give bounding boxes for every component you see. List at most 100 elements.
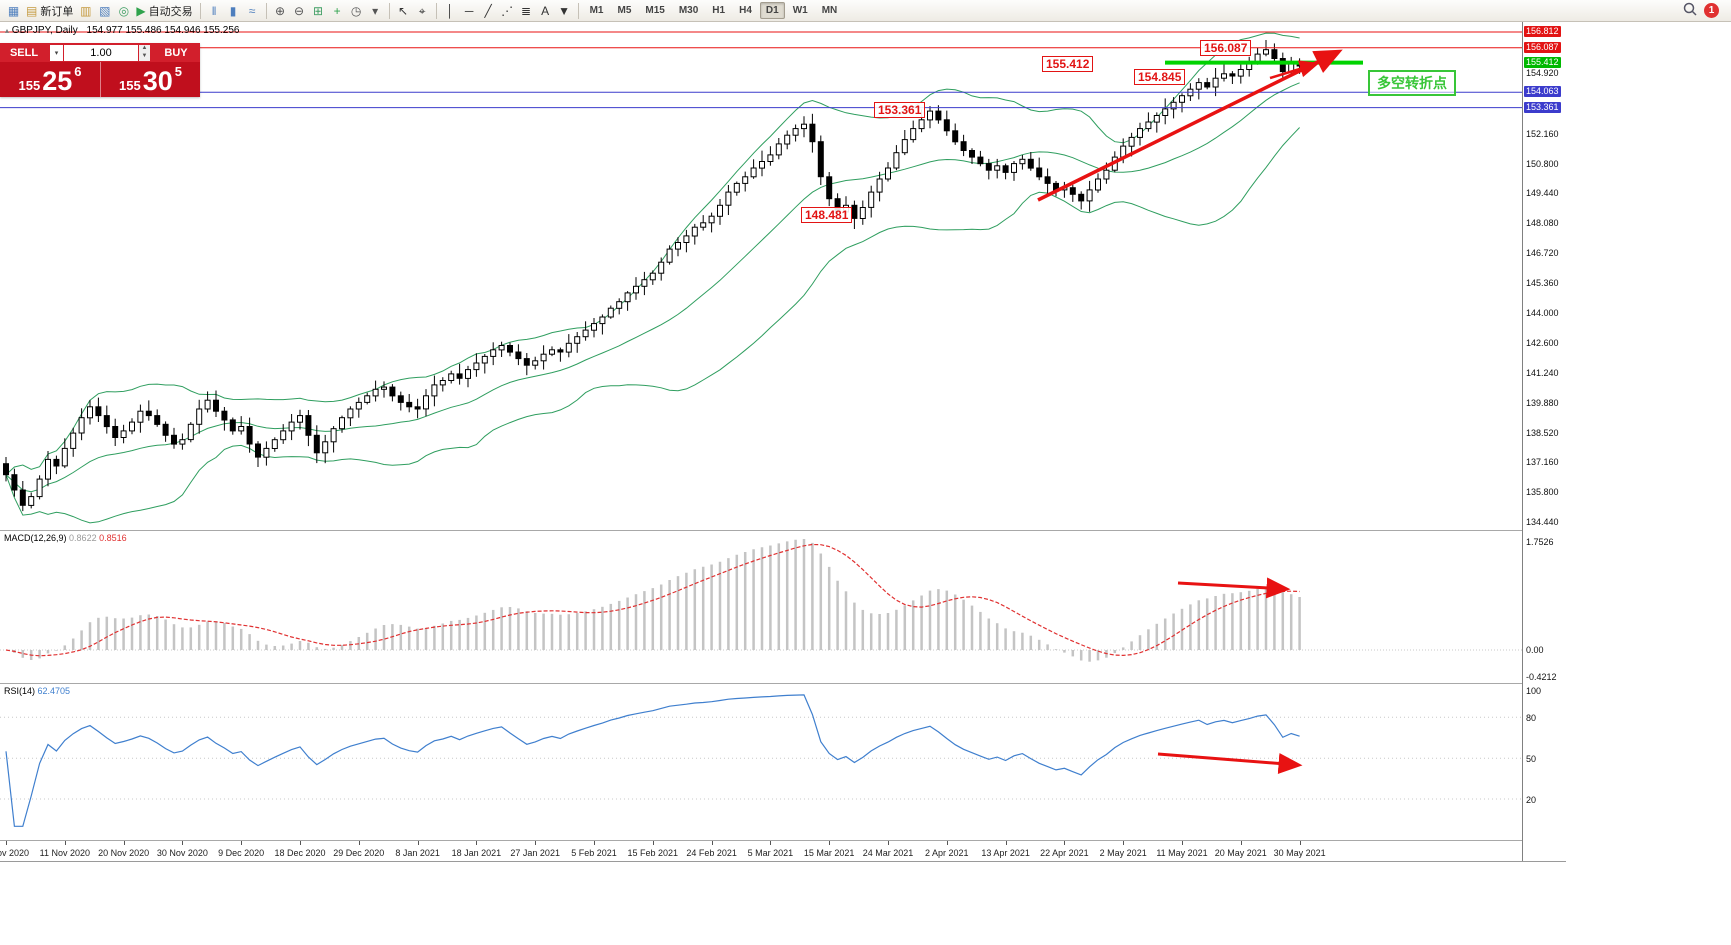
price-axis-label: 144.000	[1526, 307, 1559, 318]
buy-price[interactable]: 155 30 5	[100, 62, 200, 97]
market-watch-icon[interactable]: ▧	[95, 2, 114, 20]
time-axis-label: 11 May 2021	[1156, 848, 1208, 858]
trendline-icon: ╱	[484, 3, 492, 18]
rsi-pane[interactable]	[0, 684, 1522, 840]
macd-indicator-label: MACD(12,26,9) 0.8622 0.8516	[4, 533, 127, 543]
channel-icon[interactable]: ⋰	[498, 2, 517, 20]
time-axis-label: 18 Jan 2021	[451, 848, 502, 858]
templates-icon[interactable]: ▾	[366, 2, 385, 20]
sell-price[interactable]: 155 25 6	[0, 62, 100, 97]
pane-separator[interactable]	[0, 683, 1566, 684]
periods-icon[interactable]: ◷	[347, 2, 366, 20]
candlestick-chart-icon[interactable]: ▮	[224, 2, 243, 20]
time-axis-tick	[946, 841, 948, 845]
cursor-icon[interactable]: ↖	[394, 2, 413, 20]
arrows-tool-icon[interactable]: ▼	[555, 2, 574, 20]
time-axis-label: 5 Feb 2021	[571, 848, 617, 858]
indicator-axis-label: 0.00	[1526, 645, 1544, 655]
navigator-icon[interactable]: ◎	[114, 2, 133, 20]
timeframe-h4[interactable]: H4	[739, 5, 752, 16]
cursor-icon: ↖	[398, 3, 409, 18]
new-order-button[interactable]: ▤ 新订单	[23, 2, 76, 20]
volume-decrease-icon[interactable]: ▼	[141, 52, 148, 59]
chart-window[interactable]: ▴ GBPJPY, Daily 154.977 155.486 154.946 …	[0, 22, 1566, 862]
time-axis-label: 30 Nov 2020	[156, 848, 208, 858]
volume-stepper[interactable]: ▲ ▼	[139, 44, 150, 61]
chart-window-icon: ▦	[7, 3, 20, 18]
time-axis-label: 2 May 2021	[1099, 848, 1147, 858]
one-click-trading-panel: SELL ▾ 1.00 ▲ ▼ BUY 155 25 6	[0, 43, 200, 97]
search-icon[interactable]	[1683, 2, 1697, 19]
macd-pane[interactable]	[0, 531, 1522, 683]
time-axis-label: 2 Nov 2020	[0, 848, 30, 858]
tile-windows-icon[interactable]: ⊞	[309, 2, 328, 20]
chart-profiles-icon[interactable]: ▥	[76, 2, 95, 20]
timeframe-mn[interactable]: MN	[821, 5, 838, 16]
indicator-axis-label: 20	[1526, 795, 1537, 805]
annotation-note: 多空转折点	[1368, 70, 1456, 96]
chart-profiles-icon: ▥	[80, 3, 92, 18]
timeframe-m5[interactable]: M5	[617, 5, 632, 16]
time-axis-label: 9 Dec 2020	[218, 848, 265, 858]
time-axis[interactable]: 2 Nov 2020 11 Nov 2020 20 Nov 2020 30 Nov 2…	[0, 841, 1522, 861]
rsi-name: RSI(14)	[4, 686, 36, 696]
volume-increase-icon[interactable]: ▲	[141, 44, 148, 51]
text-label-icon[interactable]: A	[536, 2, 555, 20]
toolbar-separator	[435, 2, 437, 19]
price-axis-label: 148.080	[1526, 218, 1559, 229]
zoom-out-icon[interactable]: ⊖	[290, 2, 309, 20]
new-order-button: ▤	[26, 3, 38, 18]
line-chart-icon[interactable]: ≈	[243, 2, 262, 20]
indicator-axis-label: 100	[1526, 686, 1542, 696]
rsi-indicator-label: RSI(14) 62.4705	[4, 686, 70, 696]
text-label-icon: A	[541, 3, 550, 18]
new-order-button-label: 新订单	[40, 5, 74, 18]
volume-input[interactable]: 1.00	[64, 44, 138, 61]
time-axis-label: 27 Jan 2021	[510, 848, 560, 858]
timeframe-m1[interactable]: M1	[589, 5, 604, 16]
timeframe-h1[interactable]: H1	[712, 5, 726, 16]
navigator-icon: ◎	[118, 3, 130, 18]
price-axis[interactable]: 154.920 152.160 150.800 149.440 148.080 146.7…	[1522, 22, 1566, 861]
vertical-line-icon[interactable]: │	[441, 2, 460, 20]
price-axis-label: 152.160	[1526, 128, 1559, 139]
macd-value: 0.8622	[69, 533, 97, 543]
bars-chart-icon[interactable]: ‖	[205, 2, 224, 20]
time-axis-label: 29 Dec 2020	[333, 848, 385, 858]
time-axis-label: 20 Nov 2020	[98, 848, 150, 858]
indicators-icon[interactable]: +	[328, 2, 347, 20]
price-axis-label: 138.520	[1526, 427, 1559, 438]
candlestick-chart-icon: ▮	[229, 3, 237, 18]
timeframe-m30[interactable]: M30	[678, 5, 699, 16]
volume-preset-dropdown[interactable]: ▾	[50, 44, 63, 61]
time-axis-tick	[300, 841, 301, 845]
timeframe-w1[interactable]: W1	[792, 5, 808, 16]
trade-panel-prices: 155 25 6 155 30 5	[0, 62, 200, 97]
market-watch-icon: ▧	[99, 3, 111, 18]
time-axis-tick	[594, 841, 595, 845]
time-axis-label: 24 Mar 2021	[862, 848, 914, 858]
fibonacci-icon[interactable]: ≣	[517, 2, 536, 20]
auto-trading-button-label: 自动交易	[148, 5, 193, 18]
chart-window-icon[interactable]: ▦	[4, 2, 23, 20]
zoom-in-icon[interactable]: ⊕	[271, 2, 290, 20]
timeframe-m15[interactable]: M15	[645, 5, 665, 16]
trendline-icon[interactable]: ╱	[479, 2, 498, 20]
time-axis-label: 8 Jan 2021	[395, 848, 440, 858]
timeframe-d1[interactable]: D1	[759, 2, 785, 19]
price-pane[interactable]	[0, 22, 1522, 530]
time-axis-tick	[358, 841, 360, 845]
horizontal-line-icon[interactable]: ─	[460, 2, 479, 20]
time-axis-tick	[6, 841, 7, 845]
time-axis-tick	[417, 841, 419, 845]
crosshair-icon[interactable]: ⌖	[413, 2, 432, 20]
pane-separator[interactable]	[0, 530, 1566, 531]
indicator-axis-label: 1.7526	[1526, 537, 1554, 547]
notification-badge[interactable]: 1	[1704, 3, 1719, 18]
auto-trading-button[interactable]: ▶ 自动交易	[133, 2, 195, 20]
price-axis-label: 141.240	[1526, 368, 1559, 379]
sell-button[interactable]: SELL	[0, 43, 48, 62]
price-axis-label: 145.360	[1526, 277, 1559, 288]
price-axis-label: 139.880	[1526, 397, 1559, 408]
buy-button[interactable]: BUY	[152, 43, 200, 62]
